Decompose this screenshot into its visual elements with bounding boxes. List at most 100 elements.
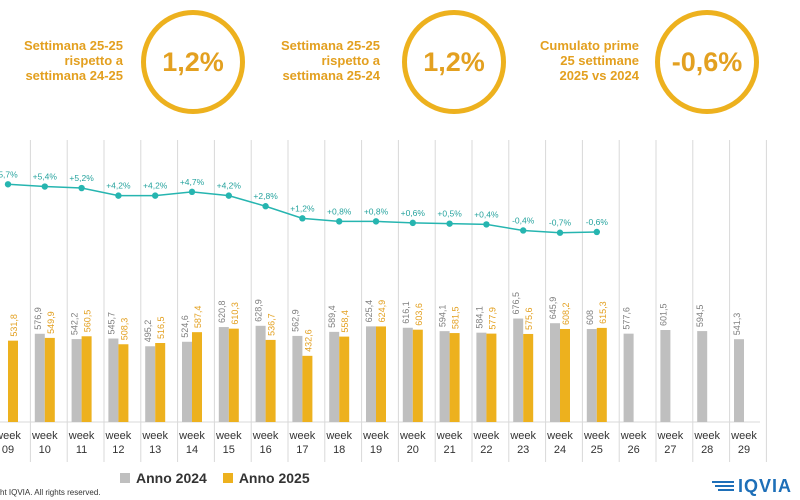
cumulative-label: 5,7% bbox=[0, 169, 18, 179]
cumulative-label: +4,7% bbox=[180, 177, 205, 187]
x-tick-label-week: week bbox=[215, 430, 242, 442]
bar-label-2025: 516,5 bbox=[156, 316, 166, 339]
bar-label-2024: 541,3 bbox=[732, 313, 742, 336]
cumulative-point bbox=[483, 221, 490, 228]
x-tick-label-week: week bbox=[325, 430, 352, 442]
bar-2024 bbox=[145, 346, 156, 422]
x-tick-label-week: week bbox=[620, 430, 647, 442]
x-tick-label-week: week bbox=[583, 430, 610, 442]
kpi-circle-3: -0,6% bbox=[655, 10, 759, 114]
cumulative-label: +4,2% bbox=[217, 181, 242, 191]
bar-2025 bbox=[560, 328, 570, 422]
bar-2024 bbox=[586, 329, 597, 422]
x-tick-label-number: 25 bbox=[591, 444, 603, 456]
bar-label-2025: 587,4 bbox=[193, 306, 203, 329]
x-tick-label-week: week bbox=[436, 430, 463, 442]
x-tick-label-week: week bbox=[178, 430, 205, 442]
bar-2025 bbox=[44, 337, 55, 422]
bar-2024 bbox=[697, 331, 708, 422]
bar-label-2025: 558,4 bbox=[340, 310, 350, 333]
bar-label-2024: 524,6 bbox=[180, 315, 190, 338]
bar-2025 bbox=[192, 332, 202, 422]
cumulative-label: +5,4% bbox=[33, 172, 58, 182]
cumulative-point bbox=[299, 215, 306, 222]
bar-2025 bbox=[302, 355, 313, 422]
cumulative-point bbox=[336, 218, 343, 225]
copyright-text: ht IQVIA. All rights reserved. bbox=[0, 488, 101, 497]
cumulative-point bbox=[446, 220, 453, 227]
bar-2024 bbox=[623, 333, 634, 422]
bar-2024 bbox=[366, 326, 376, 422]
x-tick-label-number: 20 bbox=[407, 444, 419, 456]
kpi-label-2: Settimana 25-25 rispetto a settimana 25-… bbox=[281, 38, 380, 83]
bar-2024 bbox=[218, 327, 229, 422]
bar-label-2025: 508,3 bbox=[119, 318, 129, 341]
kpi-label-3: Cumulato prime 25 settimane 2025 vs 2024 bbox=[540, 38, 639, 83]
x-tick-label-number: 13 bbox=[149, 444, 161, 456]
bar-label-2024: 562,9 bbox=[290, 309, 300, 332]
cumulative-label: +2,8% bbox=[253, 191, 278, 201]
cumulative-point bbox=[78, 184, 85, 192]
logo-stripes-icon bbox=[711, 480, 734, 491]
x-tick-label-number: 18 bbox=[333, 444, 345, 456]
cumulative-point bbox=[4, 181, 12, 188]
x-tick-label-number: 11 bbox=[76, 444, 87, 456]
x-tick-label-week: week bbox=[399, 430, 426, 442]
cumulative-point bbox=[152, 192, 159, 199]
bar-2024 bbox=[255, 325, 266, 422]
x-tick-label-number: 19 bbox=[370, 444, 382, 456]
bar-label-2024: 608 bbox=[585, 310, 595, 325]
cumulative-label: +0,5% bbox=[437, 209, 462, 219]
x-tick-label-number: 29 bbox=[738, 444, 750, 456]
bar-2025 bbox=[376, 326, 386, 422]
bar-2024 bbox=[402, 327, 413, 422]
cumulative-point bbox=[41, 183, 48, 190]
bar-label-2025: 581,5 bbox=[451, 307, 461, 330]
bar-label-2025: 603,6 bbox=[414, 303, 424, 326]
x-tick-label-week: week bbox=[105, 430, 132, 442]
bar-label-2025: 536,7 bbox=[267, 313, 277, 336]
x-tick-label-number: 10 bbox=[39, 444, 51, 456]
bar-label-2024: 628,9 bbox=[254, 299, 264, 322]
bar-2025 bbox=[412, 329, 423, 422]
chart-legend: Anno 2024 Anno 2025 bbox=[120, 470, 310, 486]
bar-2024 bbox=[292, 335, 303, 422]
x-tick-label-number: 22 bbox=[480, 444, 492, 456]
cumulative-label: +4,2% bbox=[143, 181, 168, 191]
bar-2024 bbox=[108, 338, 119, 422]
bar-label-2025: 560,5 bbox=[83, 310, 93, 333]
bar-2025 bbox=[81, 336, 92, 422]
x-tick-label-week: week bbox=[362, 430, 389, 442]
cumulative-point bbox=[372, 218, 380, 225]
bar-2024 bbox=[550, 323, 560, 422]
bar-2024 bbox=[660, 330, 671, 422]
legend-item-2025: Anno 2025 bbox=[222, 470, 310, 486]
x-tick-label-week: week bbox=[68, 430, 95, 442]
cumulative-label: +4,2% bbox=[106, 181, 131, 191]
iqvia-logo: IQVIA bbox=[711, 476, 792, 497]
legend-swatch-2024 bbox=[120, 473, 130, 483]
bar-2024 bbox=[476, 332, 487, 422]
cumulative-label: +0,8% bbox=[327, 206, 352, 216]
bar-2025 bbox=[596, 327, 607, 422]
cumulative-point bbox=[520, 227, 527, 234]
cumulative-label: -0,7% bbox=[549, 218, 572, 228]
cumulative-point bbox=[262, 203, 269, 210]
cumulative-label: +1,2% bbox=[290, 203, 315, 213]
cumulative-point bbox=[225, 192, 232, 199]
bar-2025 bbox=[523, 333, 534, 422]
x-tick-label-number: 14 bbox=[186, 444, 198, 456]
x-tick-label-week: week bbox=[546, 430, 573, 442]
cumulative-label: +0,4% bbox=[474, 209, 499, 219]
bar-2025 bbox=[486, 333, 497, 422]
bar-2025 bbox=[155, 343, 166, 422]
x-tick-label-week: week bbox=[693, 430, 720, 442]
bar-2024 bbox=[182, 341, 192, 422]
bar-label-2025: 531,8 bbox=[9, 314, 19, 337]
bar-2024 bbox=[34, 333, 45, 422]
kpi-value-1: 1,2% bbox=[162, 46, 224, 77]
bar-2025 bbox=[228, 328, 239, 422]
bar-2025 bbox=[339, 336, 350, 422]
legend-swatch-2025 bbox=[222, 473, 233, 483]
bar-2024 bbox=[439, 331, 450, 422]
